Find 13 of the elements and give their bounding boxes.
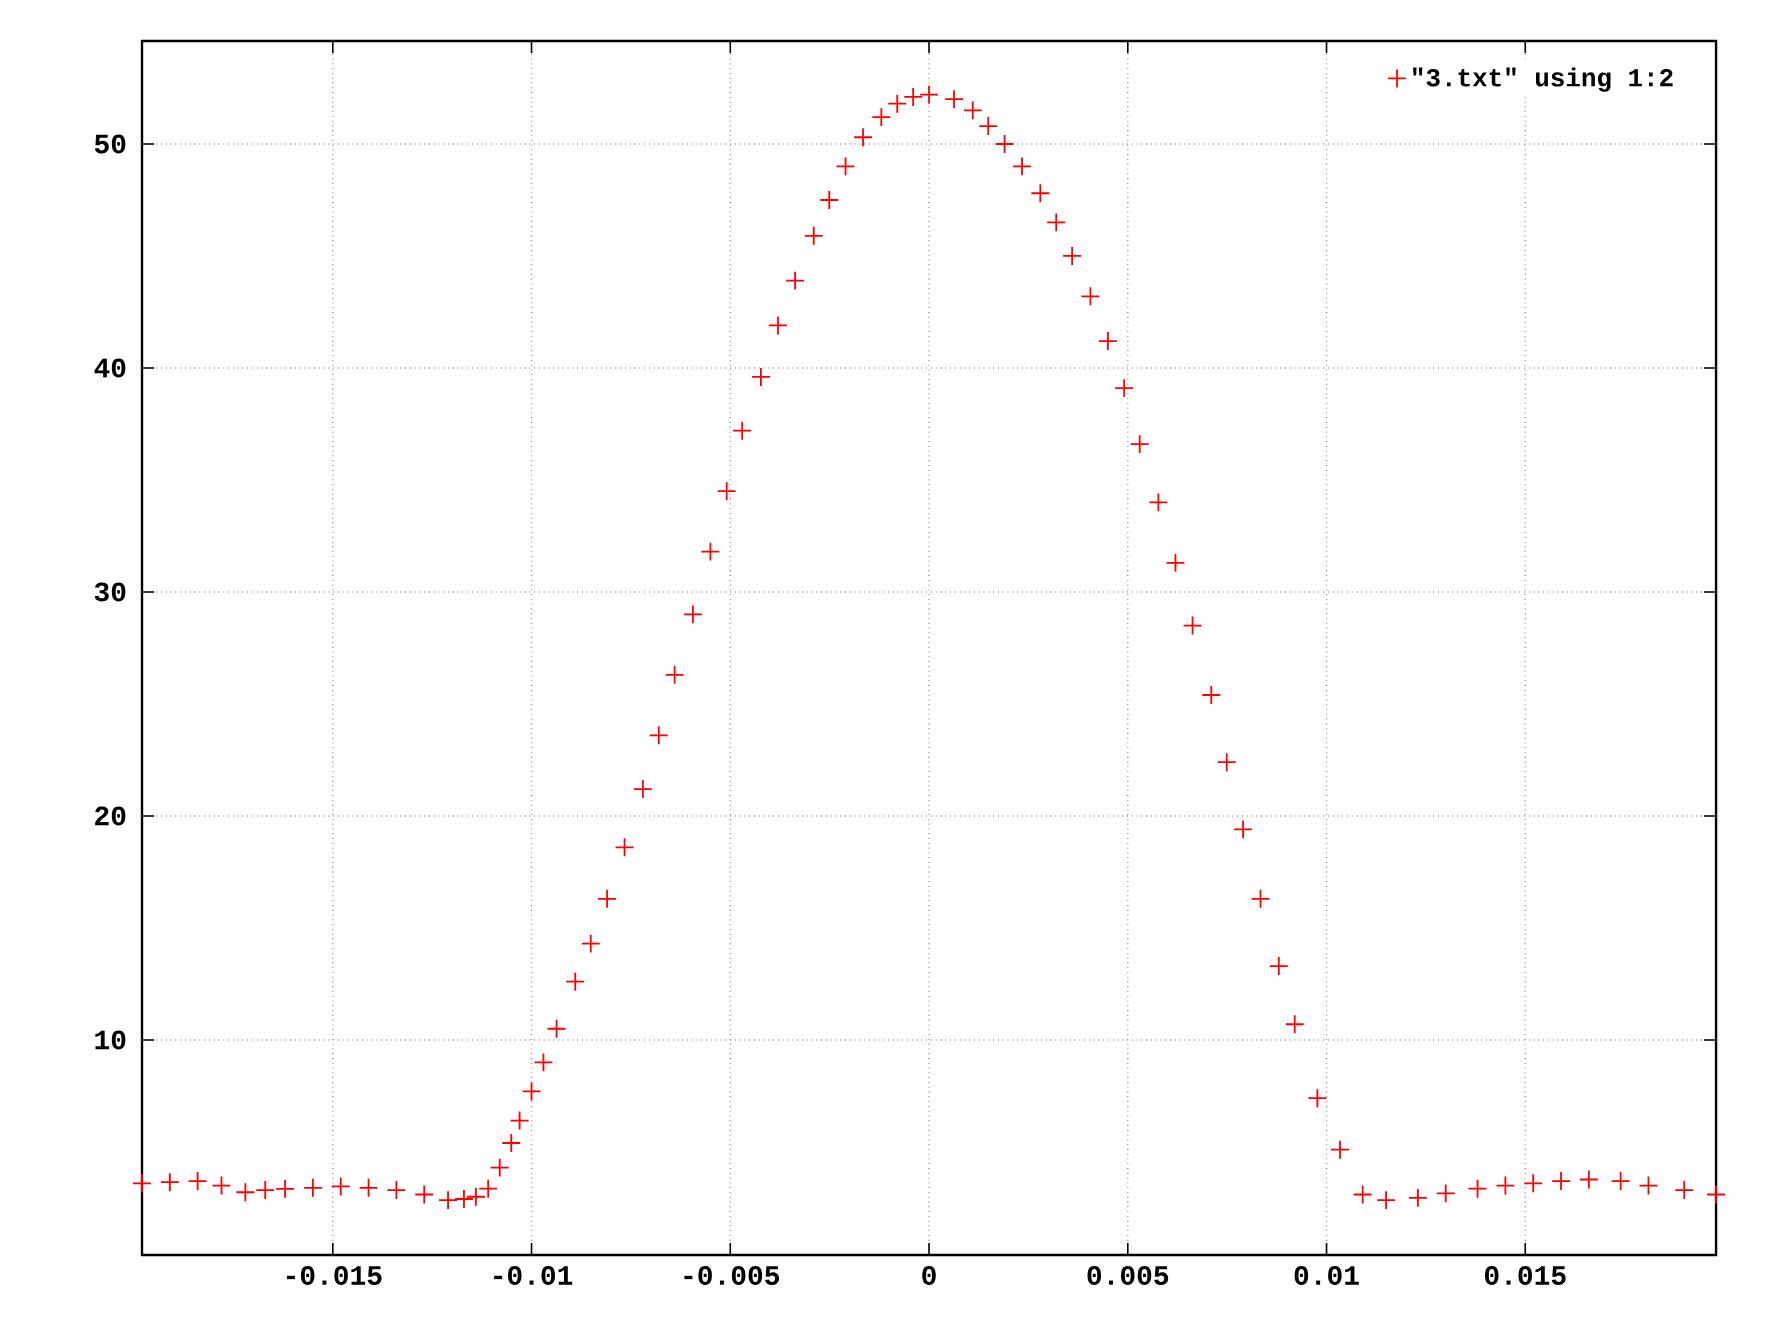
y-tick-label: 40 [94,358,126,378]
legend-label: "3.txt" using 1:2 [1413,67,1673,92]
y-tick-label: 50 [94,134,126,154]
x-tick-label: -0.015 [286,1266,382,1285]
y-tick-label: 10 [95,1030,126,1050]
x-tick-label: -0.01 [494,1266,573,1285]
y-tick-label: 20 [95,806,126,826]
x-tick-label: 0 [922,1266,936,1285]
x-tick-label: 0.015 [1485,1266,1566,1285]
x-tick-label: 0.01 [1294,1266,1359,1285]
x-tick-label: 0.005 [1087,1266,1169,1285]
y-tick-label: 30 [94,582,126,602]
x-tick-label: -0.005 [684,1266,780,1285]
